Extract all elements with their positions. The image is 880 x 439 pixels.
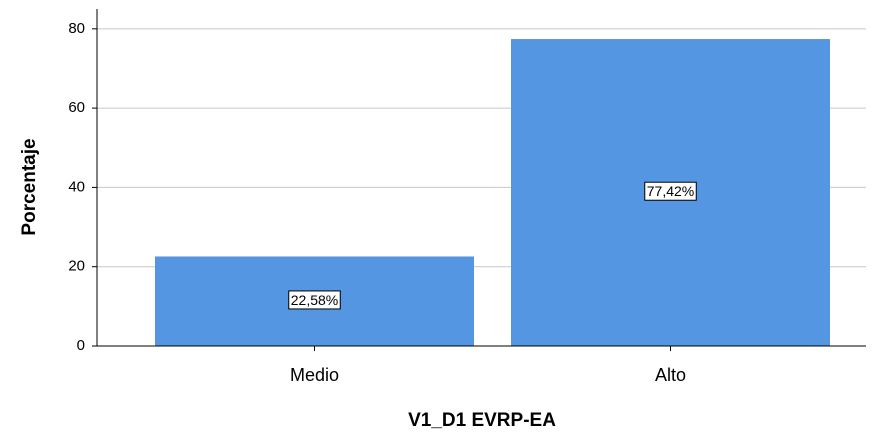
y-axis-title: Porcentaje — [19, 138, 40, 235]
value-label: 77,42% — [647, 183, 694, 199]
value-label-box — [288, 290, 341, 310]
x-tick-label: Medio — [290, 365, 339, 385]
y-tick-label: 20 — [68, 258, 85, 275]
y-tick-label: 80 — [68, 20, 85, 37]
x-tick-label: Alto — [655, 365, 686, 385]
y-tick-label: 60 — [68, 99, 85, 116]
x-axis-title: V1_D1 EVRP-EA — [408, 410, 556, 431]
y-tick-label: 0 — [77, 337, 85, 354]
y-tick-label: 40 — [68, 178, 85, 195]
value-label: 22,58% — [291, 292, 338, 308]
value-label-box — [644, 181, 697, 201]
